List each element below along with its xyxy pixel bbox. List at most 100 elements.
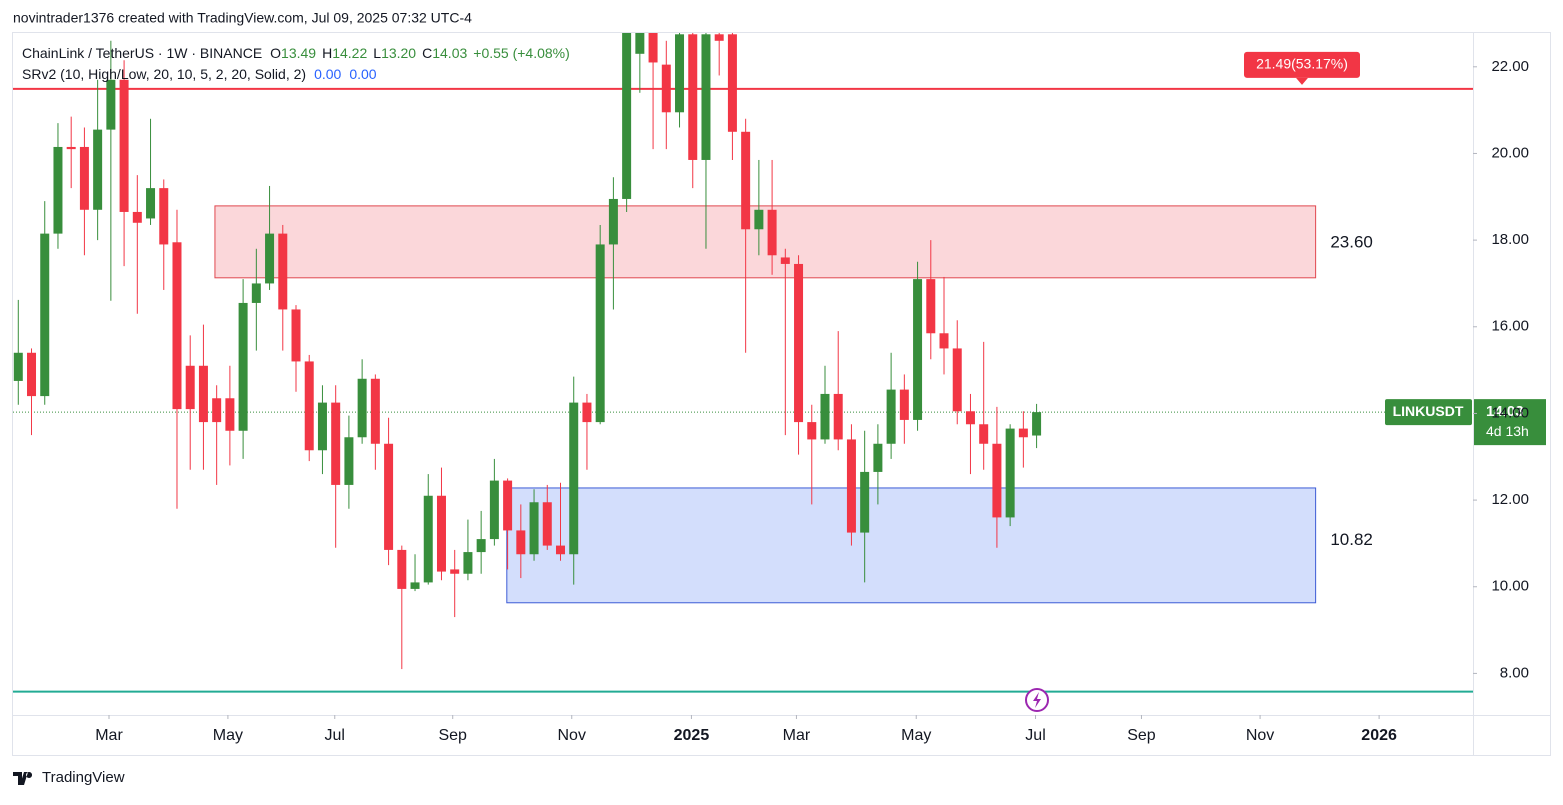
countdown-label: 4d 13h [1486,423,1529,439]
candle-body [754,209,764,230]
y-tick-label: 16.00 [1491,318,1529,335]
candle-body [926,279,936,334]
candle-body [595,244,605,423]
candle-body [370,378,380,444]
legend-key: C [422,45,432,61]
y-tick-label: 12.00 [1491,491,1529,508]
legend-value: 14.22 [332,45,367,61]
indicator-name: SRv2 (10, High/Low, 20, 10, 5, 2, 20, So… [22,66,306,82]
candle-body [53,146,63,234]
candle-body [331,402,341,485]
candle-body [476,539,486,553]
symbol-box [1385,399,1472,426]
candle-body [569,402,579,555]
legend-value: 13.20 [381,45,416,61]
candle-body [780,257,790,264]
legend-value: 14.03 [432,45,467,61]
price-line-label-box [1244,51,1360,78]
overlay: 23.60 10.82 21.49(53.17%) LINKUSDT 14.03 4d 1… [1244,51,1546,549]
candle-body [27,352,37,397]
price-line-label-arrow [1296,77,1308,85]
candle-body [794,263,804,423]
candle-body [701,34,711,160]
candle-body [542,502,552,546]
candle-body [397,549,407,589]
candle-body [556,545,565,555]
candle-body [860,471,870,533]
legend-key: L [373,45,381,61]
chart-frame [12,32,1551,756]
x-tick-label: May [213,727,243,744]
last-price-box [1474,399,1546,446]
x-tick-label: Jul [325,727,345,744]
candle-body [886,389,896,444]
candle-body [13,352,23,381]
candle-body [846,439,856,533]
candle-body [767,209,777,256]
candle-body [317,402,327,451]
candle-body [185,365,195,410]
candle-body [899,389,909,420]
legend-key: H [322,45,332,61]
x-tick-label: 2025 [674,727,710,744]
candle-body [965,411,975,425]
y-tick-label: 14.00 [1491,404,1529,421]
candle-body [516,530,526,555]
x-tick-label: Mar [783,727,811,744]
candle-body [661,64,671,113]
candle-body [688,34,698,160]
x-tick-label: 2026 [1361,727,1397,744]
x-tick-label: Sep [438,727,467,744]
y-tick-label: 18.00 [1491,231,1529,248]
zone [506,487,1317,604]
x-tick-label: Jul [1025,727,1045,744]
candle-body [304,361,314,451]
x-tick-label: Mar [95,727,123,744]
candle-body [106,79,116,130]
zone-label: 23.60 [1330,232,1373,251]
candle-body [423,495,433,583]
candle-body [450,569,460,574]
candle-body [291,309,301,362]
candle-body [1032,412,1042,436]
candle-body [344,437,354,485]
x-tick-label: May [901,727,931,744]
candle-body [225,398,235,431]
legend-key: O [270,45,281,61]
candle-body [913,279,923,420]
candle-body [939,333,949,349]
indicator-value: 0.00 [314,66,341,82]
candle-body [582,402,592,423]
candle-body [1018,428,1028,438]
candle-body [93,129,103,210]
x-tick-label: Sep [1127,727,1156,744]
candle-body [265,233,275,284]
price-line-label: 21.49(53.17%) [1256,56,1348,72]
candle-body [159,188,169,245]
candle-body [212,398,222,423]
candle-body [741,131,751,230]
footer-text: TradingView [42,769,125,786]
event-icon [1025,688,1049,712]
candle-body [357,378,367,438]
candle-body [66,146,76,150]
candle-body [119,79,129,212]
x-tick-label: Nov [558,727,586,744]
candle-body [648,33,658,63]
candle-body [820,393,830,440]
candle-body [635,33,645,54]
candle-body [714,34,724,41]
indicator-legend: SRv2 (10, High/Low, 20, 10, 5, 2, 20, So… [22,66,377,82]
candle-body [833,393,843,440]
candle-body [463,552,473,574]
candle-body [622,33,632,199]
y-tick-label: 20.00 [1491,144,1529,161]
y-tick-label: 22.00 [1491,58,1529,75]
candle-body [807,422,817,440]
candle-body [238,302,248,431]
candle-body [146,188,156,219]
candle-body [873,443,883,472]
candle-body [992,443,1002,518]
plot-area [13,33,1473,693]
